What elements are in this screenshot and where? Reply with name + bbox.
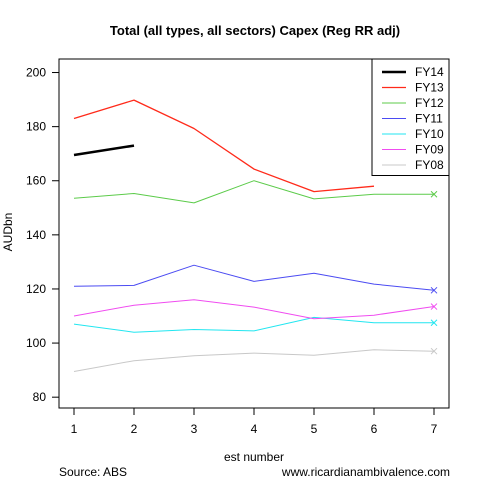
legend-label-fy11: FY11	[415, 112, 443, 126]
x-tick-label: 6	[371, 422, 378, 436]
footer-source: Source: ABS	[59, 465, 127, 479]
x-tick-label: 1	[71, 422, 78, 436]
y-tick-label: 100	[26, 336, 46, 350]
series-line-fy08	[73, 349, 435, 372]
series-line-fy14	[73, 144, 135, 157]
series-line-fy13	[73, 99, 375, 193]
x-tick-label: 3	[191, 422, 198, 436]
series-marker-fy12	[430, 190, 438, 198]
series-marker-fy10	[430, 319, 438, 327]
x-tick-label: 2	[131, 422, 138, 436]
legend-label-fy14: FY14	[415, 65, 444, 79]
series-marker-fy11	[430, 286, 438, 294]
chart-title: Total (all types, all sectors) Capex (Re…	[110, 23, 400, 38]
y-tick-label: 140	[26, 228, 46, 242]
legend-label-fy13: FY13	[415, 81, 444, 95]
legend-label-fy12: FY12	[415, 96, 444, 110]
series-marker-fy09	[430, 303, 438, 310]
series-line-fy12	[73, 180, 434, 204]
x-tick-label: 7	[431, 422, 438, 436]
x-tick-label: 4	[251, 422, 258, 436]
legend-label-fy09: FY09	[415, 143, 444, 157]
series-line-fy09	[73, 299, 435, 320]
x-axis-label: est number	[224, 450, 284, 464]
y-tick-label: 80	[33, 390, 47, 404]
y-tick-label: 120	[26, 282, 46, 296]
x-tick-label: 5	[311, 422, 318, 436]
y-tick-label: 200	[26, 66, 46, 80]
legend-label-fy08: FY08	[415, 158, 444, 172]
legend-box	[371, 58, 450, 176]
legend-label-fy10: FY10	[415, 127, 444, 141]
series-line-fy10	[73, 316, 434, 333]
y-tick-label: 180	[26, 120, 46, 134]
series-line-fy11	[73, 264, 435, 291]
footer-website: www.ricardianambivalence.com	[281, 465, 450, 479]
y-tick-label: 160	[26, 174, 46, 188]
y-axis-label: AUDbn	[1, 213, 15, 252]
series-marker-fy08	[430, 347, 438, 355]
